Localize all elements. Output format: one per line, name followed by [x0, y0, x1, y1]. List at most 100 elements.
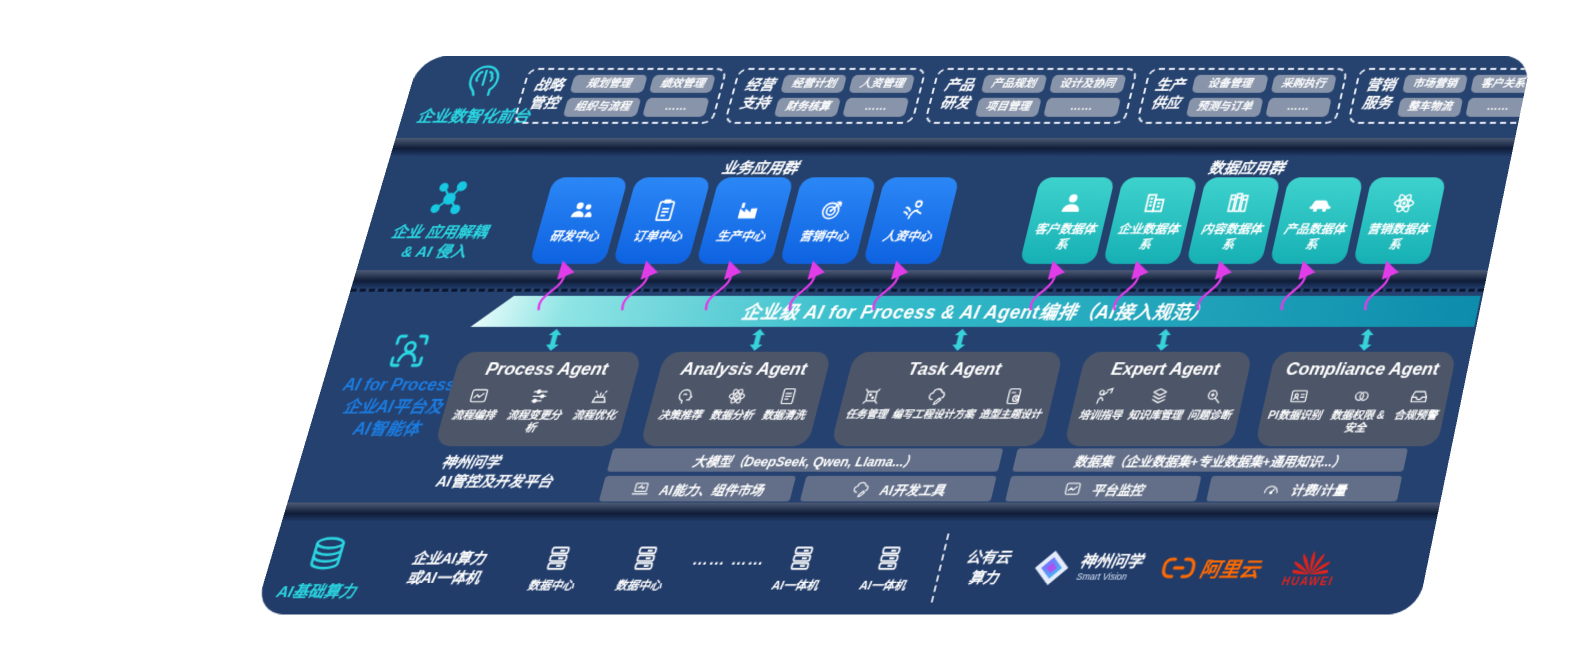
compute-line2: 或AI一体机	[404, 568, 483, 587]
server-icon	[540, 543, 577, 573]
app-box-label: 生产中心	[714, 229, 768, 244]
capability-pill: 产品规划	[980, 74, 1047, 94]
model-column: 大模型（DeepSeek, Qwen, Llama...） AI能力、组件市场 …	[598, 448, 1004, 502]
ai-platform-band: AI for Process 企业AI平台及 AI智能体 企业级 AI for …	[287, 288, 1485, 503]
capability-pill: 设计及协同	[1048, 74, 1127, 94]
analysis-agent-card[interactable]: Analysis Agent 决策推荐 数据分析 数据清洗	[639, 351, 833, 447]
ai-platform-label-line3: AI智能体	[350, 420, 423, 439]
capability-pill: 组织与流程	[563, 98, 642, 117]
agent-capability-label: 造型主题设计	[977, 409, 1043, 421]
agent-capability-label: PI数据识别	[1266, 409, 1323, 422]
app-box-label: 营销中心	[797, 229, 851, 244]
data-box-enterprise[interactable]: 企业数据体系	[1102, 177, 1199, 264]
data-box-product[interactable]: 产品数据体系	[1269, 177, 1364, 264]
band-edge	[281, 502, 1441, 522]
capability-pill: 绩效管理	[648, 74, 717, 94]
dashed-divider	[930, 533, 950, 603]
agent-capability: 知识库管理	[1126, 385, 1188, 422]
agent-capability: 数据权限 & 安全	[1322, 385, 1396, 435]
smartvision-name: 神州问学	[1078, 552, 1145, 571]
smartvision-subtitle: Smart Vision	[1075, 571, 1128, 583]
ellipsis-nodes: …… ……	[690, 550, 768, 569]
group-name: 营销服务	[1360, 78, 1397, 112]
agent-capability-label: 培训指导	[1077, 409, 1124, 422]
data-apps-title: 数据应用群	[1206, 160, 1287, 178]
data-box-content[interactable]: 内容数据体系	[1186, 177, 1281, 264]
atom-icon	[1387, 190, 1420, 217]
app-box-rd-center[interactable]: 研发中心	[529, 177, 629, 264]
atom-icon	[723, 385, 750, 407]
group-product-rd: 产品研发 产品规划 设计及协同 项目管理 ……	[924, 67, 1138, 124]
billing-cell[interactable]: 计费/计量	[1206, 475, 1403, 502]
agent-title: Compliance Agent	[1284, 359, 1441, 379]
diagnose-icon	[1200, 385, 1227, 407]
front-office-band: 企业数智化前台 战略管控 规划管理 绩效管理 组织与流程 …… 经营支持 经营计…	[395, 56, 1532, 138]
cell-label: 计费/计量	[1289, 482, 1348, 498]
ai-devtools-cell[interactable]: AI开发工具	[799, 475, 997, 502]
compliance-agent-card[interactable]: Compliance Agent PI数据识别 数据权限 & 安全 合规预	[1254, 351, 1457, 447]
capability-pill: ……	[1465, 98, 1532, 117]
capability-pill: 经营计划	[780, 74, 848, 94]
agent-capability-label: 数据清洗	[760, 409, 807, 422]
app-box-marketing-center[interactable]: 营销中心	[779, 177, 877, 264]
capability-pill: 客户关系	[1470, 74, 1532, 94]
group-name: 生产供应	[1149, 78, 1187, 112]
task-grid-icon	[858, 385, 885, 407]
agent-title: Process Agent	[483, 359, 611, 379]
ai-appliance-node: AI一体机	[760, 543, 840, 594]
agent-capability: 培训指导	[1077, 385, 1129, 422]
cell-label: 平台监控	[1089, 482, 1146, 498]
front-office-groups: 战略管控 规划管理 绩效管理 组织与流程 …… 经营支持 经营计划 人资管理 财…	[512, 67, 1532, 124]
app-box-label: 订单中心	[631, 229, 684, 244]
app-box-production-center[interactable]: 生产中心	[695, 177, 795, 264]
agent-capability-label: 流程编排	[450, 409, 497, 422]
node-label: 数据中心	[613, 579, 664, 593]
aliyun-name: 阿里云	[1197, 558, 1263, 582]
devops-name-line1: 神州问学	[439, 453, 503, 471]
agent-capability: 合规预警	[1393, 385, 1444, 422]
agent-title: Task Agent	[905, 359, 1004, 379]
devops-platform-row: 神州问学 AI管控及开发平台 大模型（DeepSeek, Qwen, Llama…	[431, 448, 1408, 502]
team-icon	[564, 197, 599, 224]
ai-market-cell[interactable]: AI能力、组件市场	[598, 475, 797, 502]
dataset-bar[interactable]: 数据集（企业数据集+专业数据集+通用知识...）	[1012, 448, 1408, 472]
group-strategy: 战略管控 规划管理 绩效管理 组织与流程 ……	[512, 67, 728, 124]
data-box-label: 内容数据体系	[1199, 222, 1264, 252]
datacenter-node: 数据中心	[603, 543, 683, 594]
data-box-label: 客户数据体系	[1033, 222, 1098, 252]
agent-capability-label: 数据分析	[708, 409, 756, 422]
agent-capability: 流程编排	[450, 385, 504, 422]
expert-agent-card[interactable]: Expert Agent 培训指导 知识库管理 问题诊断	[1063, 351, 1254, 447]
group-name: 经营支持	[738, 78, 777, 112]
data-box-customer[interactable]: 客户数据体系	[1019, 177, 1116, 264]
infra-label: AI基础算力	[274, 582, 359, 602]
dataset-column: 数据集（企业数据集+专业数据集+通用知识...） 平台监控 计费/计量	[1005, 448, 1408, 502]
platform-monitor-cell[interactable]: 平台监控	[1005, 475, 1202, 502]
band-edge	[390, 137, 1516, 157]
node-label: AI一体机	[770, 579, 820, 593]
model-bar[interactable]: 大模型（DeepSeek, Qwen, Llama...）	[606, 448, 1004, 472]
server-icon	[871, 543, 908, 573]
ai-platform-label-line1: AI for Process	[340, 376, 458, 395]
app-box-hr-center[interactable]: 人资中心	[862, 177, 960, 264]
capability-pill: ……	[1265, 98, 1332, 117]
data-box-label: 营销数据体系	[1366, 222, 1430, 252]
id-card-icon	[1286, 385, 1312, 407]
agent-capability: 流程优化	[571, 385, 624, 422]
capability-pill: 采购执行	[1270, 74, 1337, 94]
process-agent-card[interactable]: Process Agent 流程编排 流程变更分析 流程优化	[434, 351, 643, 447]
agent-capability-label: 决策推荐	[656, 409, 704, 422]
sliders-icon	[526, 385, 554, 407]
data-box-marketing[interactable]: 营销数据体系	[1352, 177, 1447, 264]
app-box-order-center[interactable]: 订单中心	[612, 177, 712, 264]
capability-pill: 人资管理	[848, 74, 916, 94]
public-cloud-label: 公有云 算力	[951, 548, 1021, 589]
cell-label: AI开发工具	[878, 482, 947, 498]
library-icon	[1221, 190, 1255, 217]
data-box-label: 企业数据体系	[1116, 222, 1181, 252]
layers-icon	[1146, 385, 1173, 407]
capability-pill: ……	[642, 98, 710, 117]
agent-capability: 编写工程设计方案	[890, 385, 981, 421]
task-agent-card[interactable]: Task Agent 任务管理 编写工程设计方案 造型主题设计	[830, 351, 1064, 447]
